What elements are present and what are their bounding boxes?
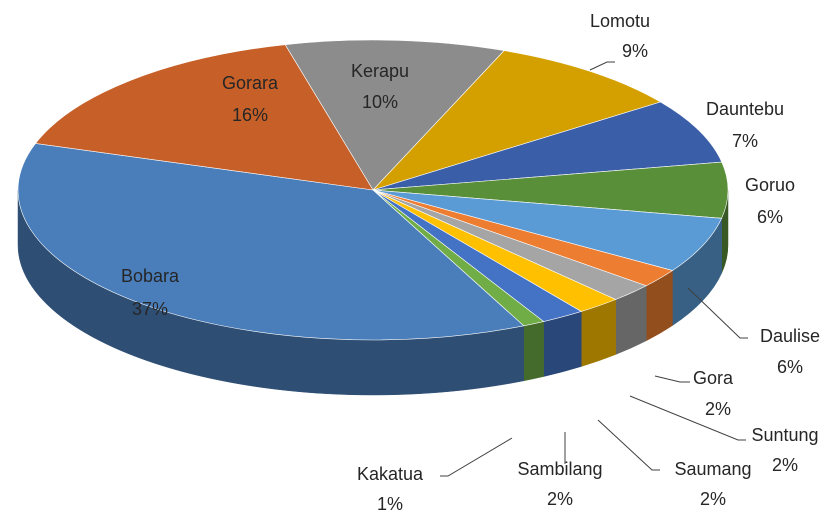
category-label: Gora [693, 368, 734, 388]
pie-sides [17, 189, 729, 396]
pie-slice [372, 161, 729, 219]
value-label: 2% [705, 399, 731, 419]
leader-lines [440, 61, 748, 477]
data-labels: Kerapu 10% Lomotu 9% Dauntebu 7% Goruo 6% Daulis… [121, 11, 820, 514]
pie-tops [17, 39, 729, 341]
pie-slice [34, 44, 374, 191]
category-label: Sambilang [517, 459, 602, 479]
leader-line [654, 375, 690, 383]
pie-slice [17, 143, 525, 341]
value-label: 1% [377, 494, 403, 514]
category-label: Lomotu [590, 11, 650, 31]
leader-line [629, 395, 746, 441]
category-label: Kerapu [351, 61, 409, 81]
leader-line [687, 287, 748, 339]
category-label: Saumang [674, 459, 751, 479]
value-label: 16% [232, 105, 268, 125]
category-label: Goruo [745, 175, 795, 195]
pie-side [523, 321, 544, 382]
pie-slice [372, 189, 723, 271]
pie-slice [372, 50, 662, 191]
category-label: Gorara [222, 73, 279, 93]
leader-line [589, 61, 615, 71]
category-label: Bobara [121, 266, 180, 286]
pie-slice [372, 101, 723, 191]
value-label: 10% [362, 92, 398, 112]
category-label: Dauntebu [706, 99, 784, 119]
category-label: Kakatua [357, 464, 424, 484]
value-label: 7% [732, 131, 758, 151]
value-label: 37% [132, 299, 168, 319]
value-label: 2% [547, 489, 573, 509]
value-label: 2% [772, 455, 798, 475]
value-label: 6% [777, 357, 803, 377]
value-label: 9% [622, 41, 648, 61]
category-label: Suntung [751, 425, 818, 445]
value-label: 2% [700, 489, 726, 509]
category-label: Daulise [760, 326, 820, 346]
pie-side [543, 311, 582, 377]
pie-slice [284, 39, 505, 191]
value-label: 6% [757, 207, 783, 227]
leader-line [440, 437, 513, 477]
leader-line [597, 419, 660, 471]
